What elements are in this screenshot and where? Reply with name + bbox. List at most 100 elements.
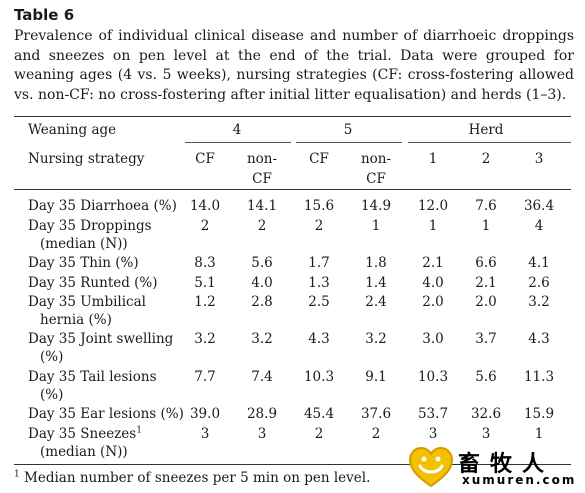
table-cell: 1.3 bbox=[308, 275, 330, 291]
table-cell: 2.8 bbox=[251, 294, 273, 310]
column-subheader: 3 bbox=[534, 151, 544, 167]
row-label-text: Day 35 Sneezes bbox=[28, 426, 137, 442]
table-cell: 3 bbox=[428, 426, 438, 442]
table-cell: 3.2 bbox=[251, 331, 273, 347]
row-label-line2: (%) bbox=[40, 387, 64, 403]
column-subheader-line2: CF bbox=[366, 171, 386, 187]
table-caption: Prevalence of individual clinical diseas… bbox=[14, 28, 574, 103]
table-title: Table 6 bbox=[14, 6, 75, 24]
table-cell: 3 bbox=[481, 426, 491, 442]
row-label-text: Day 35 Ear lesions (%) bbox=[28, 406, 184, 422]
table-cell: 14.1 bbox=[246, 198, 278, 214]
row-label: Day 35 Joint swelling bbox=[28, 330, 173, 348]
watermark-logo: 畜牧人 xumuren.com bbox=[408, 446, 578, 491]
table-cell: 1 bbox=[428, 218, 438, 234]
row-label: Day 35 Runted (%) bbox=[28, 274, 158, 292]
table-cell: 39.0 bbox=[189, 406, 221, 422]
group-line-5 bbox=[296, 142, 402, 143]
table-cell: 45.4 bbox=[303, 406, 335, 422]
table-cell: 2.4 bbox=[365, 294, 387, 310]
row-label-line2: (median (N)) bbox=[40, 236, 128, 252]
table-cell: 6.6 bbox=[475, 255, 497, 271]
row-label-line2: (%) bbox=[40, 349, 64, 365]
nursing-strategy-label: Nursing strategy bbox=[28, 151, 145, 167]
heart-logo-icon bbox=[408, 446, 454, 488]
table-cell: 15.6 bbox=[303, 198, 335, 214]
footnote-mark: 1 bbox=[14, 469, 20, 480]
table-cell: 14.9 bbox=[360, 198, 392, 214]
table-cell: 1 bbox=[534, 426, 544, 442]
table-cell: 2 bbox=[257, 218, 267, 234]
table-cell: 8.3 bbox=[194, 255, 216, 271]
table-cell: 53.7 bbox=[417, 406, 449, 422]
table-cell: 4.3 bbox=[308, 331, 330, 347]
table-cell: 4.1 bbox=[528, 255, 550, 271]
table-cell: 2.5 bbox=[308, 294, 330, 310]
row-label-line2: hernia (%) bbox=[40, 312, 112, 328]
bottom-rule bbox=[14, 464, 571, 465]
row-label: Day 35 Diarrhoea (%) bbox=[28, 197, 177, 215]
top-rule bbox=[14, 116, 571, 117]
table-cell: 2 bbox=[371, 426, 381, 442]
table-cell: 11.3 bbox=[523, 369, 555, 385]
table-cell: 4.3 bbox=[528, 331, 550, 347]
group-header-herd: Herd bbox=[468, 122, 504, 138]
column-subheader: CF bbox=[195, 151, 215, 167]
table-cell: 1 bbox=[371, 218, 381, 234]
table-cell: 2.0 bbox=[475, 294, 497, 310]
column-subheader: CF bbox=[309, 151, 329, 167]
table-cell: 15.9 bbox=[523, 406, 555, 422]
table-cell: 1.2 bbox=[194, 294, 216, 310]
row-label-text: Day 35 Thin (%) bbox=[28, 255, 139, 271]
column-subheader: non- bbox=[246, 151, 278, 167]
column-subheader: non- bbox=[360, 151, 392, 167]
row-label-text: Day 35 Runted (%) bbox=[28, 275, 158, 291]
row-label-footnote-mark: 1 bbox=[136, 425, 142, 436]
row-label: Day 35 Thin (%) bbox=[28, 254, 139, 272]
table-cell: 32.6 bbox=[470, 406, 502, 422]
watermark-en: xumuren.com bbox=[462, 473, 577, 487]
table-cell: 3.2 bbox=[194, 331, 216, 347]
table-cell: 5.6 bbox=[475, 369, 497, 385]
table-cell: 2 bbox=[314, 218, 324, 234]
table-cell: 37.6 bbox=[360, 406, 392, 422]
table-cell: 2.0 bbox=[422, 294, 444, 310]
table-cell: 28.9 bbox=[246, 406, 278, 422]
row-label: Day 35 Ear lesions (%) bbox=[28, 405, 184, 423]
row-label-line2: (median (N)) bbox=[40, 444, 128, 460]
row-label-text: Day 35 Joint swelling bbox=[28, 331, 174, 347]
row-label: Day 35 Tail lesions bbox=[28, 368, 157, 386]
column-subheader-line2: CF bbox=[252, 171, 272, 187]
group-line-4 bbox=[185, 142, 291, 143]
watermark-zh: 畜牧人 bbox=[458, 452, 555, 477]
table-cell: 2.1 bbox=[475, 275, 497, 291]
row-label: Day 35 Sneezes1 bbox=[28, 425, 142, 443]
table-cell: 2 bbox=[314, 426, 324, 442]
table-cell: 12.0 bbox=[417, 198, 449, 214]
table-cell: 3 bbox=[200, 426, 210, 442]
column-subheader: 1 bbox=[428, 151, 438, 167]
table-cell: 10.3 bbox=[303, 369, 335, 385]
row-label: Day 35 Droppings bbox=[28, 217, 152, 235]
table-cell: 2 bbox=[200, 218, 210, 234]
table-cell: 9.1 bbox=[365, 369, 387, 385]
table-cell: 1.4 bbox=[365, 275, 387, 291]
table-cell: 36.4 bbox=[523, 198, 555, 214]
row-label-text: Day 35 Umbilical bbox=[28, 294, 146, 310]
footnote-text: Median number of sneezes per 5 min on pe… bbox=[24, 470, 371, 486]
table-cell: 1.7 bbox=[308, 255, 330, 271]
table-cell: 3.2 bbox=[528, 294, 550, 310]
table-cell: 3.2 bbox=[365, 331, 387, 347]
header-rule bbox=[14, 189, 571, 190]
group-line-herd bbox=[408, 142, 571, 143]
table-cell: 2.1 bbox=[422, 255, 444, 271]
row-label-text: Day 35 Diarrhoea (%) bbox=[28, 198, 177, 214]
table-cell: 5.6 bbox=[251, 255, 273, 271]
group-header-5: 5 bbox=[343, 122, 353, 138]
footnote: 1 Median number of sneezes per 5 min on … bbox=[14, 470, 370, 486]
table-cell: 7.4 bbox=[251, 369, 273, 385]
table-cell: 14.0 bbox=[189, 198, 221, 214]
table-cell: 4.0 bbox=[251, 275, 273, 291]
table-cell: 1 bbox=[481, 218, 491, 234]
table-cell: 7.7 bbox=[194, 369, 216, 385]
